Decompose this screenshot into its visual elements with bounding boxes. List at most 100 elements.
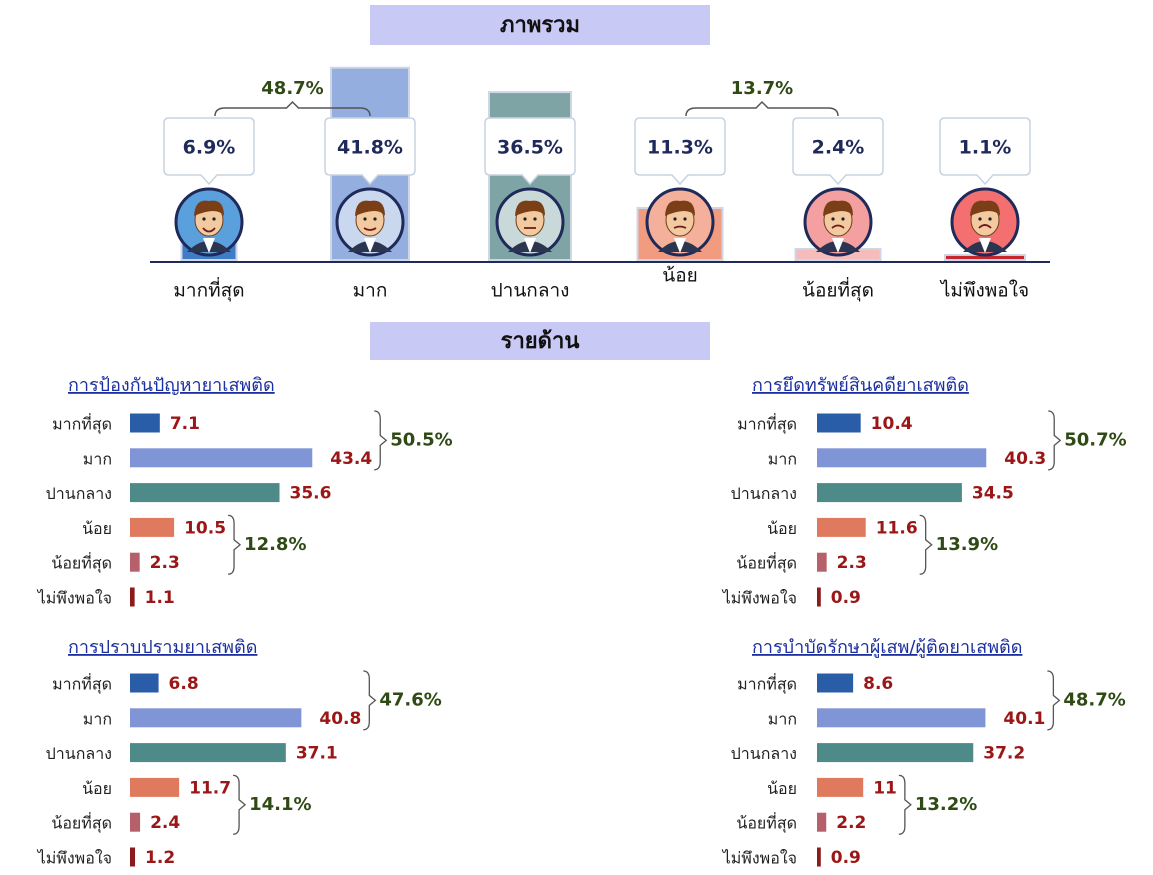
category-label: น้อยที่สุด [736,812,797,834]
avatar-eye [978,217,981,220]
bar [130,448,312,467]
bar [130,588,135,607]
avatar-eye [683,217,686,220]
avatar-eye [373,217,376,220]
chart-title: การปราบปรามยาเสพติด [68,637,257,658]
value-label: 1.2 [145,848,175,868]
value-label: 36.5% [497,137,563,159]
category-label: น้อยที่สุด [802,277,874,303]
category-label: ปานกลาง [46,744,112,763]
avatar-eye [533,217,536,220]
bar [817,553,827,572]
bar [130,674,159,693]
value-label: 34.5 [972,484,1014,504]
bar [817,674,853,693]
value-label: 43.4 [330,449,372,469]
bar [130,518,174,537]
value-label: 10.4 [871,414,913,434]
category-label: ไม่พึงพอใจ [939,280,1029,302]
bracket [920,515,932,574]
category-label: มาก [83,709,112,728]
avatar-eye [831,217,834,220]
category-label: น้อย [767,779,797,798]
value-label: 2.4 [150,813,180,833]
value-label: 41.8% [337,137,403,159]
value-label: 6.9% [183,137,236,159]
value-label: 2.4% [812,137,865,159]
bar [817,708,985,727]
avatar [952,189,1018,255]
value-label: 0.9 [831,848,861,868]
bar [817,813,826,832]
category-label: น้อย [662,265,698,287]
annotation: 47.6% [379,689,441,710]
bar [130,708,301,727]
category-label: น้อย [82,519,112,538]
value-label: 40.8 [319,709,361,729]
category-label: ไม่พึงพอใจ [721,589,797,608]
bar [817,778,863,797]
category-label: ปานกลาง [731,484,797,503]
bracket [899,775,911,834]
bar [130,743,286,762]
category-label: ไม่พึงพอใจ [36,589,112,608]
bar [817,743,973,762]
avatar-eye [841,217,844,220]
bar [130,813,140,832]
bar [817,588,821,607]
category-label: น้อย [82,779,112,798]
value-label: 37.2 [983,744,1025,764]
annotation: 13.7% [731,78,793,99]
value-label: 0.9 [831,588,861,608]
category-label: มาก [83,449,112,468]
category-label: มากที่สุด [173,277,244,303]
bracket [233,775,245,834]
bracket [374,411,386,470]
value-label: 11 [873,778,897,798]
avatar [337,189,403,255]
category-label: น้อยที่สุด [51,552,112,574]
bar [130,553,140,572]
category-label: มากที่สุด [737,673,797,695]
bracket [1048,411,1060,470]
category-label: มาก [353,280,388,302]
bar [817,414,861,433]
value-label: 1.1% [959,137,1012,159]
annotation: 13.2% [915,794,977,815]
value-label: 11.3% [647,137,713,159]
avatar [497,189,563,255]
avatar-eye [523,217,526,220]
category-label: มากที่สุด [737,413,797,435]
category-label: ปานกลาง [731,744,797,763]
annotation: 50.5% [390,429,452,450]
value-label: 2.3 [837,553,867,573]
category-label: ปานกลาง [491,280,570,302]
bar [130,414,160,433]
value-label: 1.1 [145,588,175,608]
value-label: 40.1 [1003,709,1045,729]
bracket [363,671,375,730]
value-label: 2.3 [150,553,180,573]
category-label: น้อยที่สุด [51,812,112,834]
chart-title: การยึดทรัพย์สินคดียาเสพติด [752,375,969,396]
value-label: 2.2 [836,813,866,833]
annotation: 12.8% [244,534,306,555]
value-label: 11.7 [189,778,231,798]
category-label: มากที่สุด [52,673,112,695]
value-label: 11.6 [876,518,918,538]
value-label: 10.5 [184,518,226,538]
category-label: น้อย [767,519,797,538]
avatar-eye [988,217,991,220]
annotation: 48.7% [1063,689,1125,710]
value-label: 6.8 [169,674,199,694]
category-label: ไม่พึงพอใจ [36,849,112,868]
category-label: ปานกลาง [46,484,112,503]
bracket [1047,671,1059,730]
chart-title: การบำบัดรักษาผู้เสพ/ผู้ติดยาเสพติด [752,637,1022,658]
bar [817,848,821,867]
category-label: มาก [768,709,797,728]
bar [817,448,986,467]
bar [817,483,962,502]
category-label: มาก [768,449,797,468]
bar [130,778,179,797]
